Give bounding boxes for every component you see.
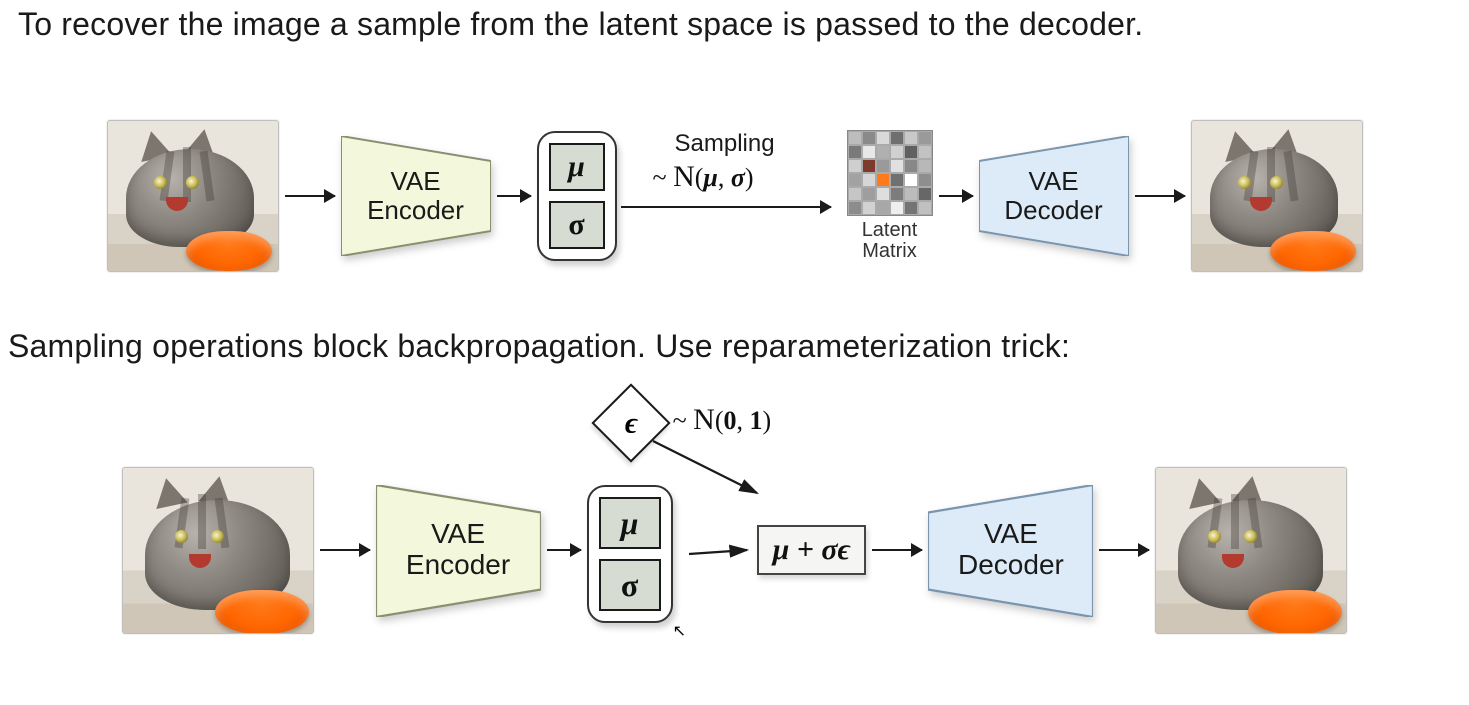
- arrow: [872, 549, 922, 551]
- input-image: [107, 120, 279, 272]
- params-and-epsilon: ϵ ~ N(0, 1) μ σ ↖: [587, 445, 687, 655]
- arrow: [939, 195, 973, 197]
- decoder-label: VAEDecoder: [1004, 167, 1102, 224]
- latent-matrix: LatentMatrix: [847, 130, 933, 262]
- reparam-expression: μ + σϵ: [757, 525, 867, 575]
- mu-chip: μ: [599, 497, 661, 549]
- output-image: [1191, 120, 1363, 272]
- arrow: [547, 549, 581, 551]
- latent-grid: [847, 130, 933, 216]
- vae-decoder-block: VAEDecoder: [979, 136, 1129, 256]
- mouse-cursor-icon: ↖: [673, 621, 686, 641]
- sampling-segment: Sampling ~ N(μ, σ): [617, 136, 847, 256]
- arrow: [497, 195, 531, 197]
- caption-2: Sampling operations block backpropagatio…: [8, 328, 1070, 365]
- vae-diagram-slide: To recover the image a sample from the l…: [0, 0, 1469, 705]
- caption-1: To recover the image a sample from the l…: [18, 6, 1143, 43]
- sampling-label: Sampling: [675, 130, 775, 158]
- encoder-label: VAEEncoder: [367, 167, 464, 224]
- decoder-label: VAEDecoder: [958, 519, 1064, 581]
- latent-label: LatentMatrix: [862, 220, 918, 262]
- mu-chip: μ: [549, 143, 605, 191]
- arrow: [1135, 195, 1185, 197]
- sigma-chip: σ: [549, 201, 605, 249]
- arrow: [621, 206, 831, 208]
- encoder-label: VAEEncoder: [406, 519, 510, 581]
- flow-2: VAEEncoder ϵ ~ N(0, 1) μ: [122, 445, 1348, 655]
- std-normal-label: ~ N(0, 1): [673, 403, 772, 437]
- arrow: [285, 195, 335, 197]
- vae-encoder-block: VAEEncoder: [376, 485, 541, 615]
- flow-1: VAEEncoder μ σ Sampling ~ N(μ, σ) Latent…: [107, 120, 1363, 272]
- arrow: [1099, 549, 1149, 551]
- flow-row-reparam: VAEEncoder ϵ ~ N(0, 1) μ: [0, 400, 1469, 700]
- vae-encoder-block: VAEEncoder: [341, 136, 491, 256]
- distribution-params: μ σ: [587, 485, 673, 623]
- flow-row-sampling: VAEEncoder μ σ Sampling ~ N(μ, σ) Latent…: [0, 96, 1469, 296]
- vae-decoder-block: VAEDecoder: [928, 485, 1093, 615]
- input-image: [122, 467, 314, 634]
- arrow-seg: [687, 520, 757, 580]
- output-image: [1155, 467, 1347, 634]
- epsilon-node: ϵ: [603, 395, 659, 451]
- arrow: [320, 549, 370, 551]
- sigma-chip: σ: [599, 559, 661, 611]
- distribution-params: μ σ: [537, 131, 617, 261]
- sampling-formula: ~ N(μ, σ): [653, 160, 754, 194]
